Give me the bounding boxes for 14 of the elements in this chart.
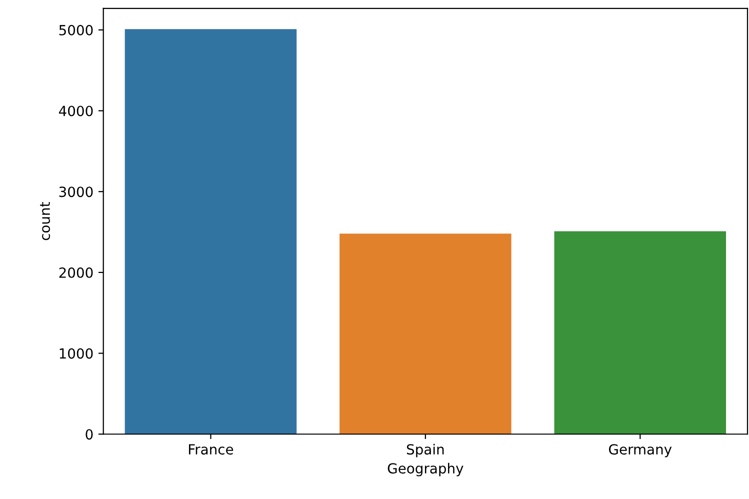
- x-tick-label: Spain: [406, 444, 444, 458]
- y-axis-title: count: [40, 202, 50, 240]
- bar: [124, 29, 297, 434]
- y-tick-label: 0: [86, 429, 93, 440]
- bar: [554, 231, 726, 434]
- y-tick-label: 4000: [58, 106, 93, 116]
- x-axis-title: Geography: [388, 462, 464, 476]
- y-tick-label: 3000: [59, 186, 93, 198]
- y-tick-label: 1000: [60, 348, 93, 359]
- x-tick-label: France: [188, 444, 234, 455]
- bar: [340, 234, 512, 434]
- y-tick-label: 2000: [59, 267, 93, 278]
- x-tick-label: Germany: [609, 444, 672, 458]
- y-tick-label: 5000: [59, 24, 93, 36]
